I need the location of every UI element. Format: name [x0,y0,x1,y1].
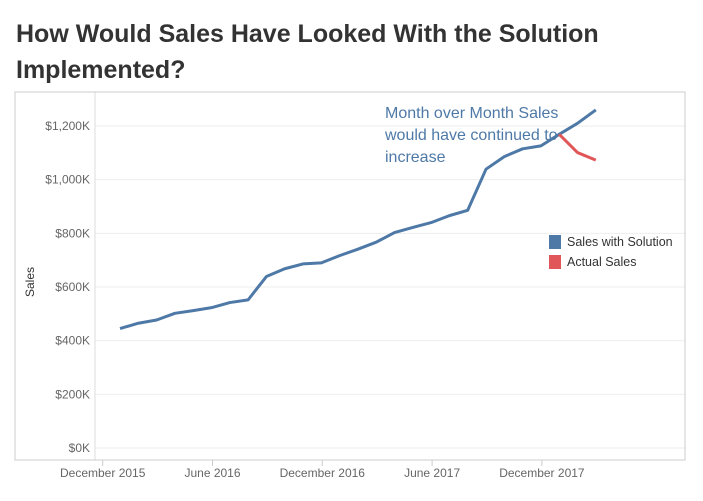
x-tick-label: December 2017 [499,466,585,480]
y-tick-label: $0K [69,441,90,455]
x-tick-label: June 2017 [404,466,460,480]
x-tick-label: December 2016 [280,466,366,480]
y-tick-label: $400K [55,334,90,348]
y-tick-label: $800K [55,226,90,240]
x-tick-label: December 2015 [60,466,146,480]
chart-title: How Would Sales Have Looked With the Sol… [16,20,599,84]
annotation-line: increase [385,149,446,166]
legend-swatch [549,235,561,249]
y-tick-label: $1,000K [45,173,90,187]
y-tick-label: $600K [55,280,90,294]
x-tick-label: June 2016 [184,466,240,480]
legend-swatch [549,255,561,269]
y-axis-label: Sales [23,267,37,297]
annotation-line: would have continued to [384,127,558,144]
y-tick-label: $200K [55,387,90,401]
series-line-actual-sales [558,133,597,162]
y-tick-label: $1,200K [45,119,90,133]
legend-label: Sales with Solution [567,235,673,249]
annotation-line: Month over Month Sales [385,105,558,122]
legend-label: Actual Sales [567,255,636,269]
series-line-sales-with-solution [119,108,597,331]
plot-frame [14,91,686,461]
